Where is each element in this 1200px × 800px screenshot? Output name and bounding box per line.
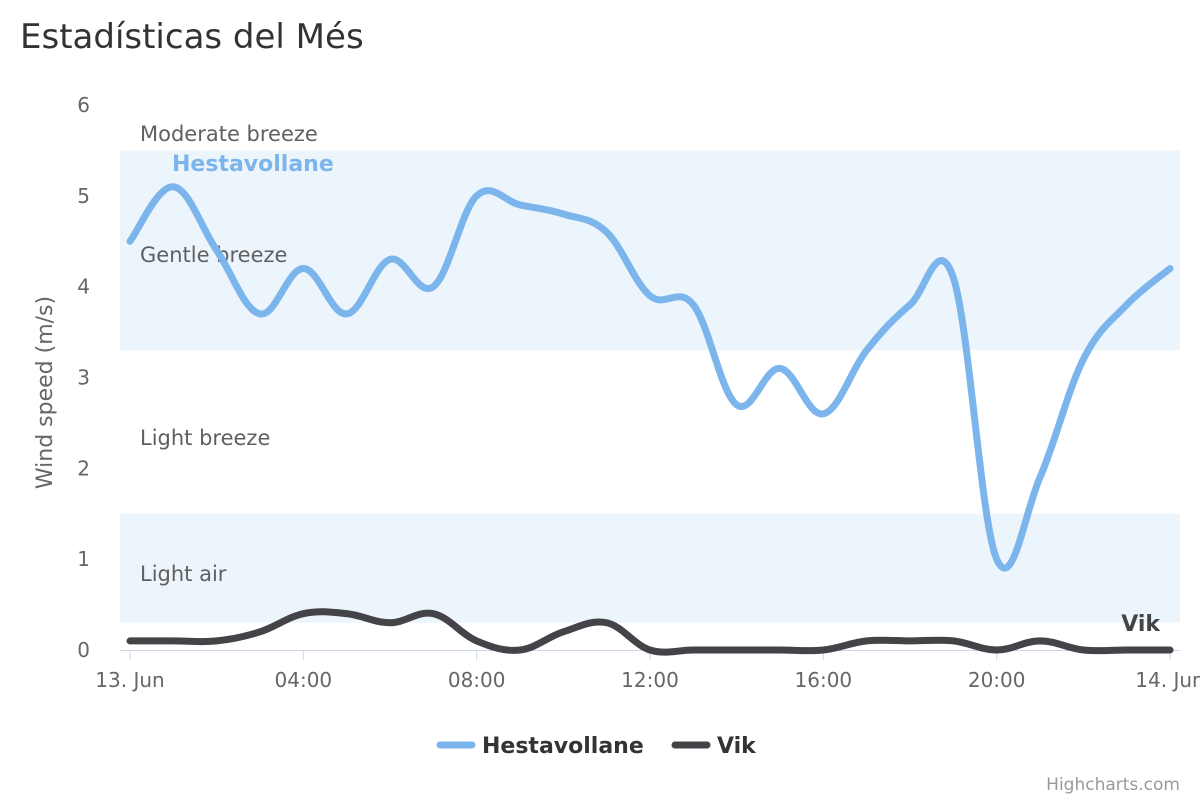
chart-title: Estadísticas del Més xyxy=(20,17,364,57)
y-tick-label: 2 xyxy=(77,456,90,480)
x-tick-label: 16:00 xyxy=(795,668,853,692)
y-tick-label: 1 xyxy=(77,547,90,571)
x-tick-label: 08:00 xyxy=(448,668,506,692)
y-tick-label: 4 xyxy=(77,275,90,299)
plot-band-label: Moderate breeze xyxy=(140,122,318,146)
x-tick-label: 14. Jun xyxy=(1135,668,1200,692)
y-tick-label: 6 xyxy=(77,93,90,117)
plot-band-label: Light air xyxy=(140,562,227,586)
y-axis: 0 1 2 3 4 5 6 xyxy=(77,93,90,662)
x-tick-label: 20:00 xyxy=(968,668,1026,692)
series-line-hestavollane xyxy=(126,183,1174,572)
legend: Hestavollane Vik xyxy=(436,734,757,759)
series-lines xyxy=(126,183,1174,656)
x-tick-label: 12:00 xyxy=(621,668,679,692)
x-axis: 13. Jun 04:00 08:00 12:00 16:00 20:00 14. Jun xyxy=(95,650,1200,692)
legend-item-hestavollane[interactable]: Hestavollane xyxy=(482,734,644,759)
plot-bands xyxy=(120,150,1180,623)
series-labels: Hestavollane Vik xyxy=(172,152,1161,637)
series-label-hestavollane: Hestavollane xyxy=(172,152,334,177)
x-tick-label: 13. Jun xyxy=(95,668,164,692)
y-axis-title: Wind speed (m/s) xyxy=(33,296,58,489)
series-line-vik xyxy=(126,608,1174,656)
y-tick-label: 0 xyxy=(77,638,90,662)
y-tick-label: 3 xyxy=(77,366,90,390)
credits-link[interactable]: Highcharts.com xyxy=(1046,775,1180,795)
y-tick-label: 5 xyxy=(77,184,90,208)
x-tick-label: 04:00 xyxy=(275,668,333,692)
plot-band-label: Light breeze xyxy=(140,426,270,450)
legend-item-vik[interactable]: Vik xyxy=(717,734,757,759)
series-label-vik: Vik xyxy=(1121,612,1161,637)
plot-band-2 xyxy=(120,150,1180,351)
